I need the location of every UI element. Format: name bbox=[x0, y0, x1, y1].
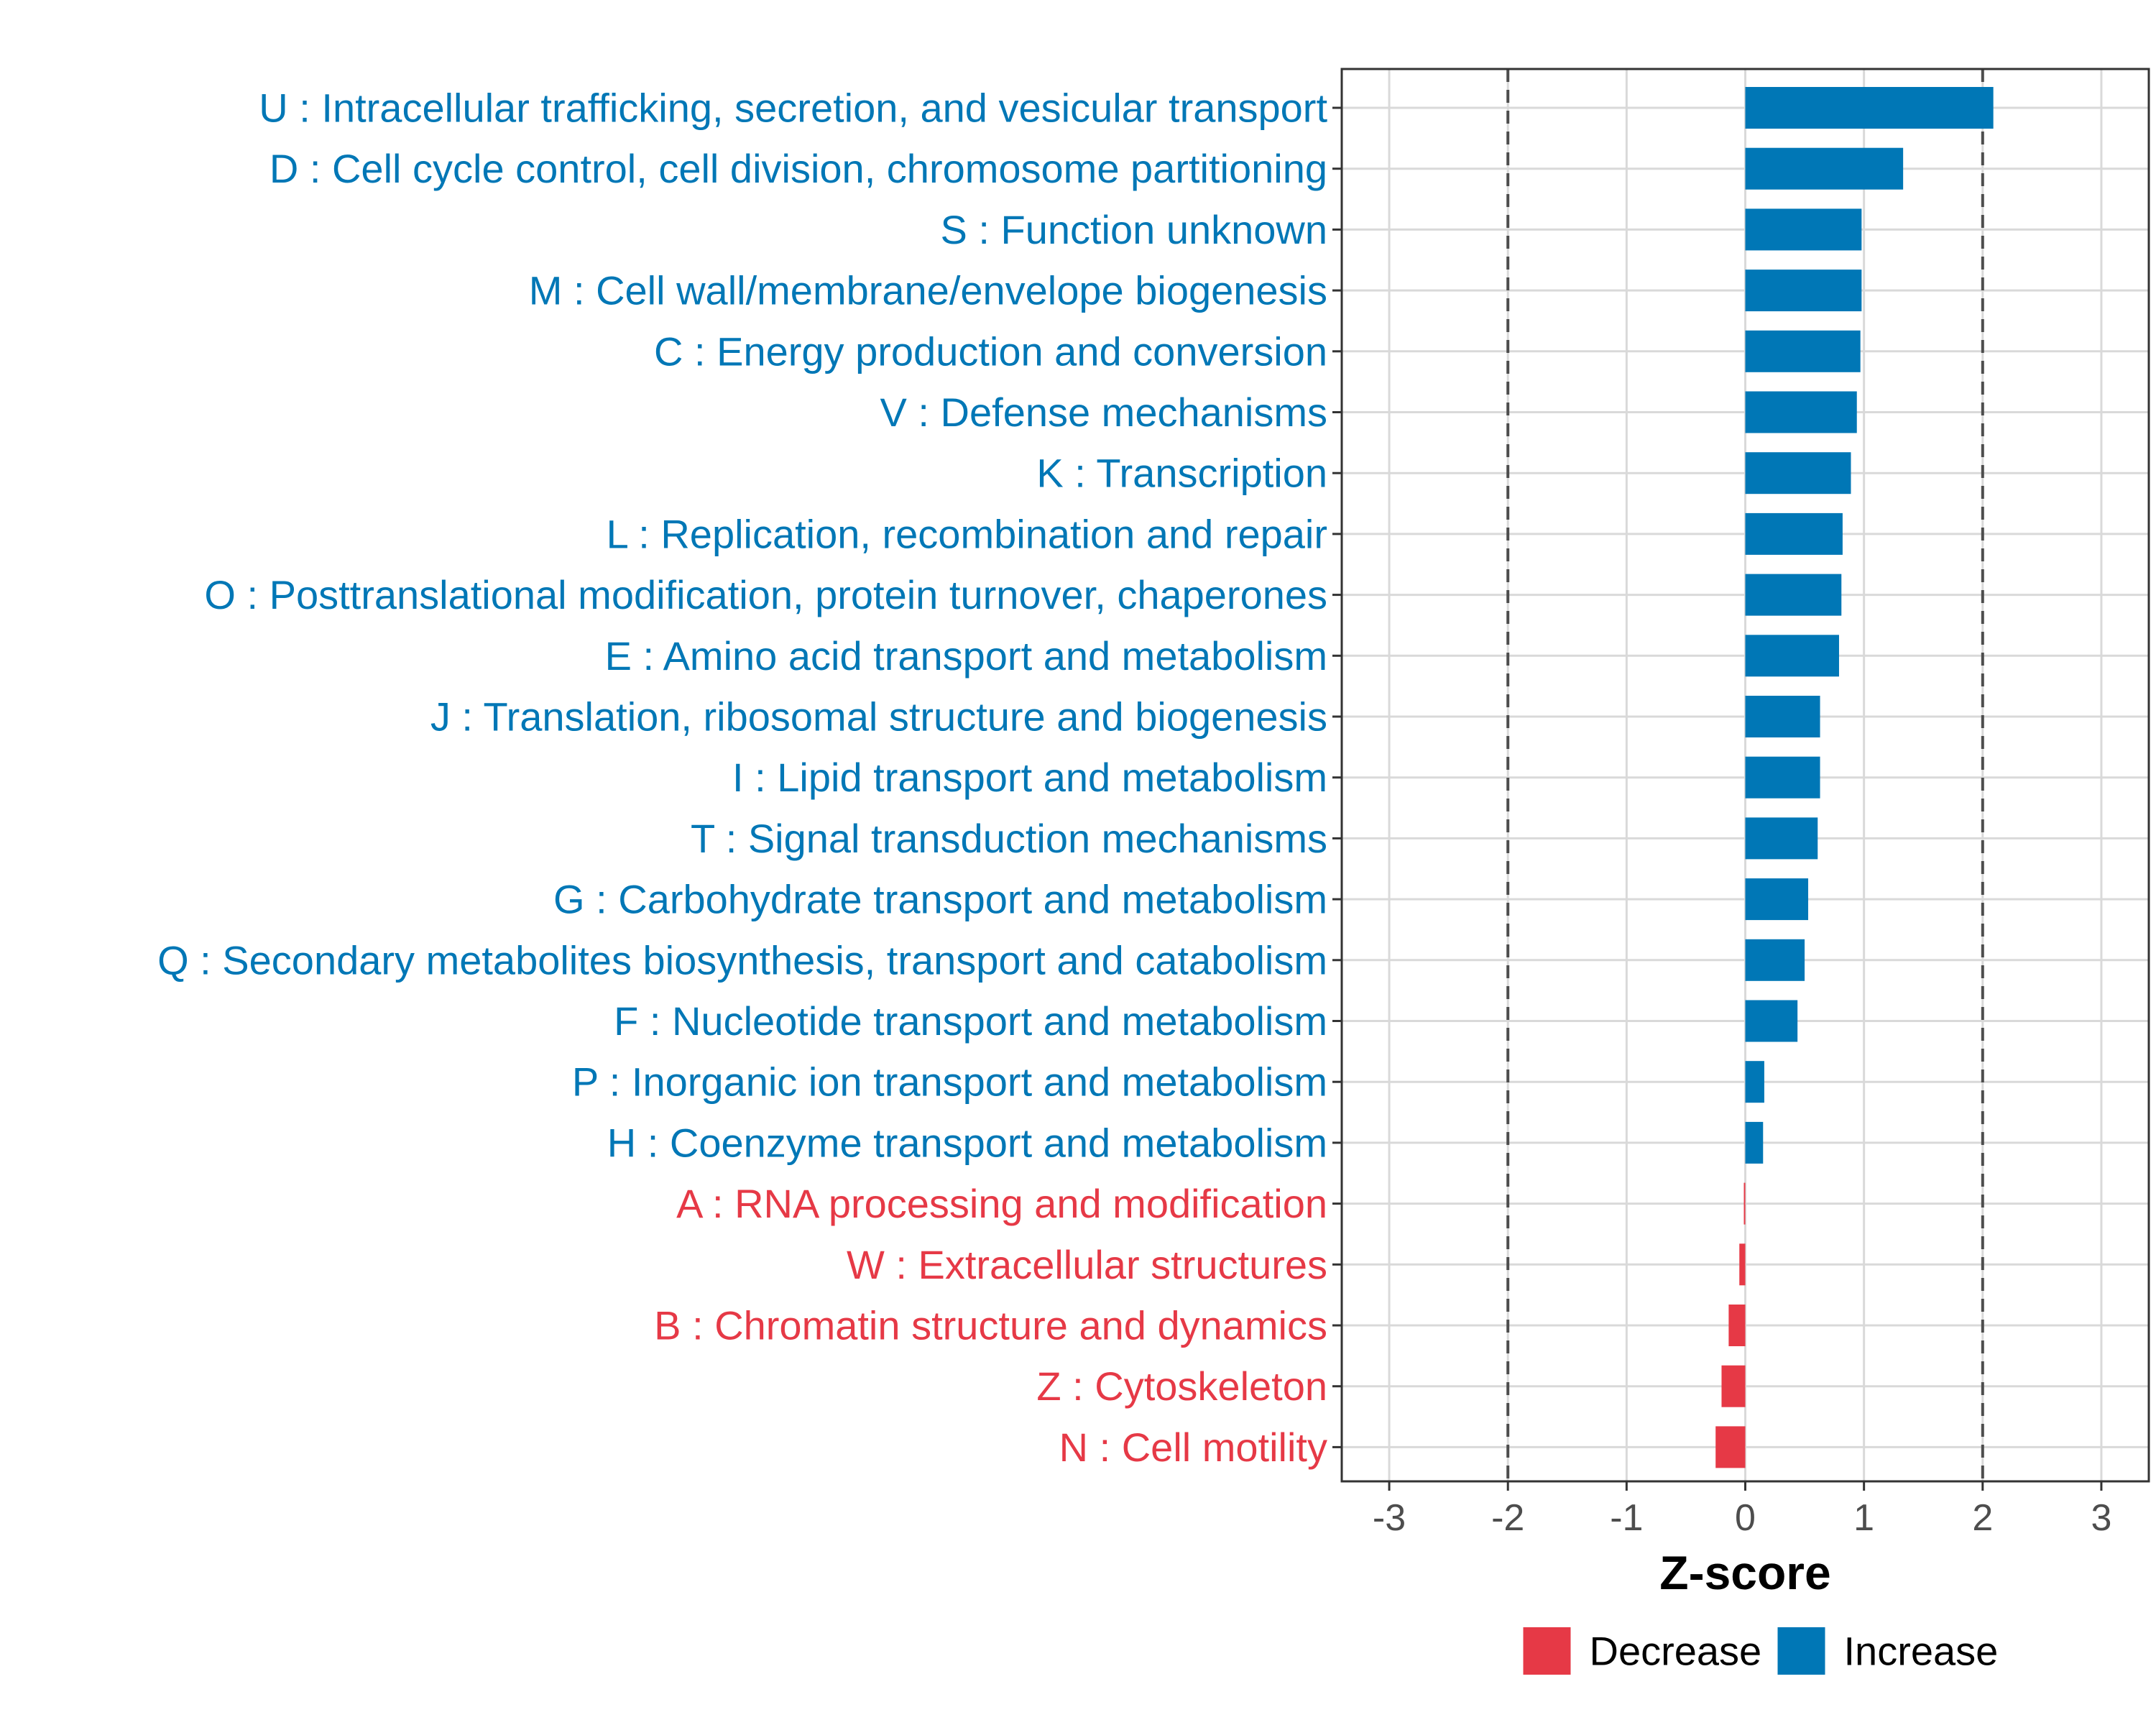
category-label-16: P : Inorganic ion transport and metaboli… bbox=[572, 1059, 1327, 1105]
bar-10 bbox=[1745, 696, 1820, 737]
bar-14 bbox=[1745, 939, 1805, 981]
category-label-2: S : Function unknown bbox=[940, 207, 1327, 252]
bar-1 bbox=[1745, 147, 1904, 190]
category-label-1: D : Cell cycle control, cell division, c… bbox=[270, 146, 1327, 191]
x-tick-label-5: 2 bbox=[1972, 1497, 1993, 1539]
x-tick-label-1: -2 bbox=[1491, 1497, 1524, 1539]
category-label-13: G : Carbohydrate transport and metabolis… bbox=[553, 877, 1327, 922]
category-label-11: I : Lipid transport and metabolism bbox=[732, 755, 1327, 800]
bar-7 bbox=[1745, 512, 1843, 555]
bar-20 bbox=[1728, 1305, 1746, 1346]
bar-18 bbox=[1743, 1182, 1746, 1225]
bar-17 bbox=[1745, 1121, 1764, 1164]
bar-9 bbox=[1745, 635, 1839, 677]
bar-4 bbox=[1745, 330, 1861, 372]
category-label-7: L : Replication, recombination and repai… bbox=[607, 511, 1327, 556]
category-label-19: W : Extracellular structures bbox=[847, 1242, 1327, 1287]
category-label-0: U : Intracellular trafficking, secretion… bbox=[259, 86, 1327, 131]
x-axis-title: Z-score bbox=[1659, 1546, 1830, 1599]
category-label-8: O : Posttranslational modification, prot… bbox=[204, 572, 1327, 617]
category-label-6: K : Transcription bbox=[1036, 451, 1327, 496]
x-tick-label-2: -1 bbox=[1610, 1497, 1643, 1539]
bar-12 bbox=[1745, 817, 1818, 860]
legend-swatch-decrease bbox=[1523, 1627, 1571, 1675]
category-label-4: C : Energy production and conversion bbox=[654, 328, 1327, 374]
category-label-10: J : Translation, ribosomal structure and… bbox=[430, 694, 1327, 740]
category-label-5: V : Defense mechanisms bbox=[880, 390, 1327, 435]
bar-8 bbox=[1745, 574, 1842, 616]
legend-swatch-increase bbox=[1777, 1627, 1825, 1675]
category-label-20: B : Chromatin structure and dynamics bbox=[654, 1303, 1327, 1348]
x-tick-label-6: 3 bbox=[2091, 1497, 2111, 1539]
category-label-17: H : Coenzyme transport and metabolism bbox=[607, 1120, 1327, 1165]
bar-16 bbox=[1745, 1061, 1764, 1103]
bar-19 bbox=[1739, 1243, 1746, 1286]
y-axis-ticks bbox=[1332, 106, 1342, 1448]
x-tick-label-0: -3 bbox=[1373, 1497, 1406, 1539]
bar-22 bbox=[1715, 1426, 1746, 1468]
category-label-3: M : Cell wall/membrane/envelope biogenes… bbox=[529, 268, 1327, 313]
category-label-9: E : Amino acid transport and metabolism bbox=[605, 633, 1327, 678]
category-labels: U : Intracellular trafficking, secretion… bbox=[157, 86, 1327, 1470]
category-label-14: Q : Secondary metabolites biosynthesis, … bbox=[157, 937, 1327, 983]
bar-15 bbox=[1745, 1000, 1798, 1042]
x-tick-label-3: 0 bbox=[1735, 1497, 1756, 1539]
bar-5 bbox=[1745, 391, 1857, 433]
legend-label-decrease: Decrease bbox=[1590, 1629, 1762, 1674]
bar-11 bbox=[1745, 756, 1820, 799]
category-label-18: A : RNA processing and modification bbox=[676, 1181, 1327, 1226]
x-tick-label-4: 1 bbox=[1853, 1497, 1874, 1539]
bar-13 bbox=[1745, 878, 1809, 921]
category-label-22: N : Cell motility bbox=[1059, 1425, 1327, 1470]
x-axis-ticks: -3 -2 -1 0 1 2 3 bbox=[1373, 1481, 2111, 1539]
reference-lines bbox=[1506, 69, 1984, 1481]
bar-6 bbox=[1745, 452, 1851, 494]
category-label-12: T : Signal transduction mechanisms bbox=[691, 816, 1327, 861]
bar-0 bbox=[1745, 87, 1994, 129]
category-label-21: Z : Cytoskeleton bbox=[1036, 1363, 1327, 1409]
legend-label-increase: Increase bbox=[1844, 1629, 1999, 1674]
bar-21 bbox=[1721, 1365, 1746, 1407]
bar-3 bbox=[1745, 270, 1862, 312]
bar-2 bbox=[1745, 208, 1862, 251]
category-label-15: F : Nucleotide transport and metabolism bbox=[614, 998, 1327, 1044]
bars bbox=[1715, 87, 1994, 1468]
legend: Decrease Increase bbox=[1523, 1627, 1999, 1675]
